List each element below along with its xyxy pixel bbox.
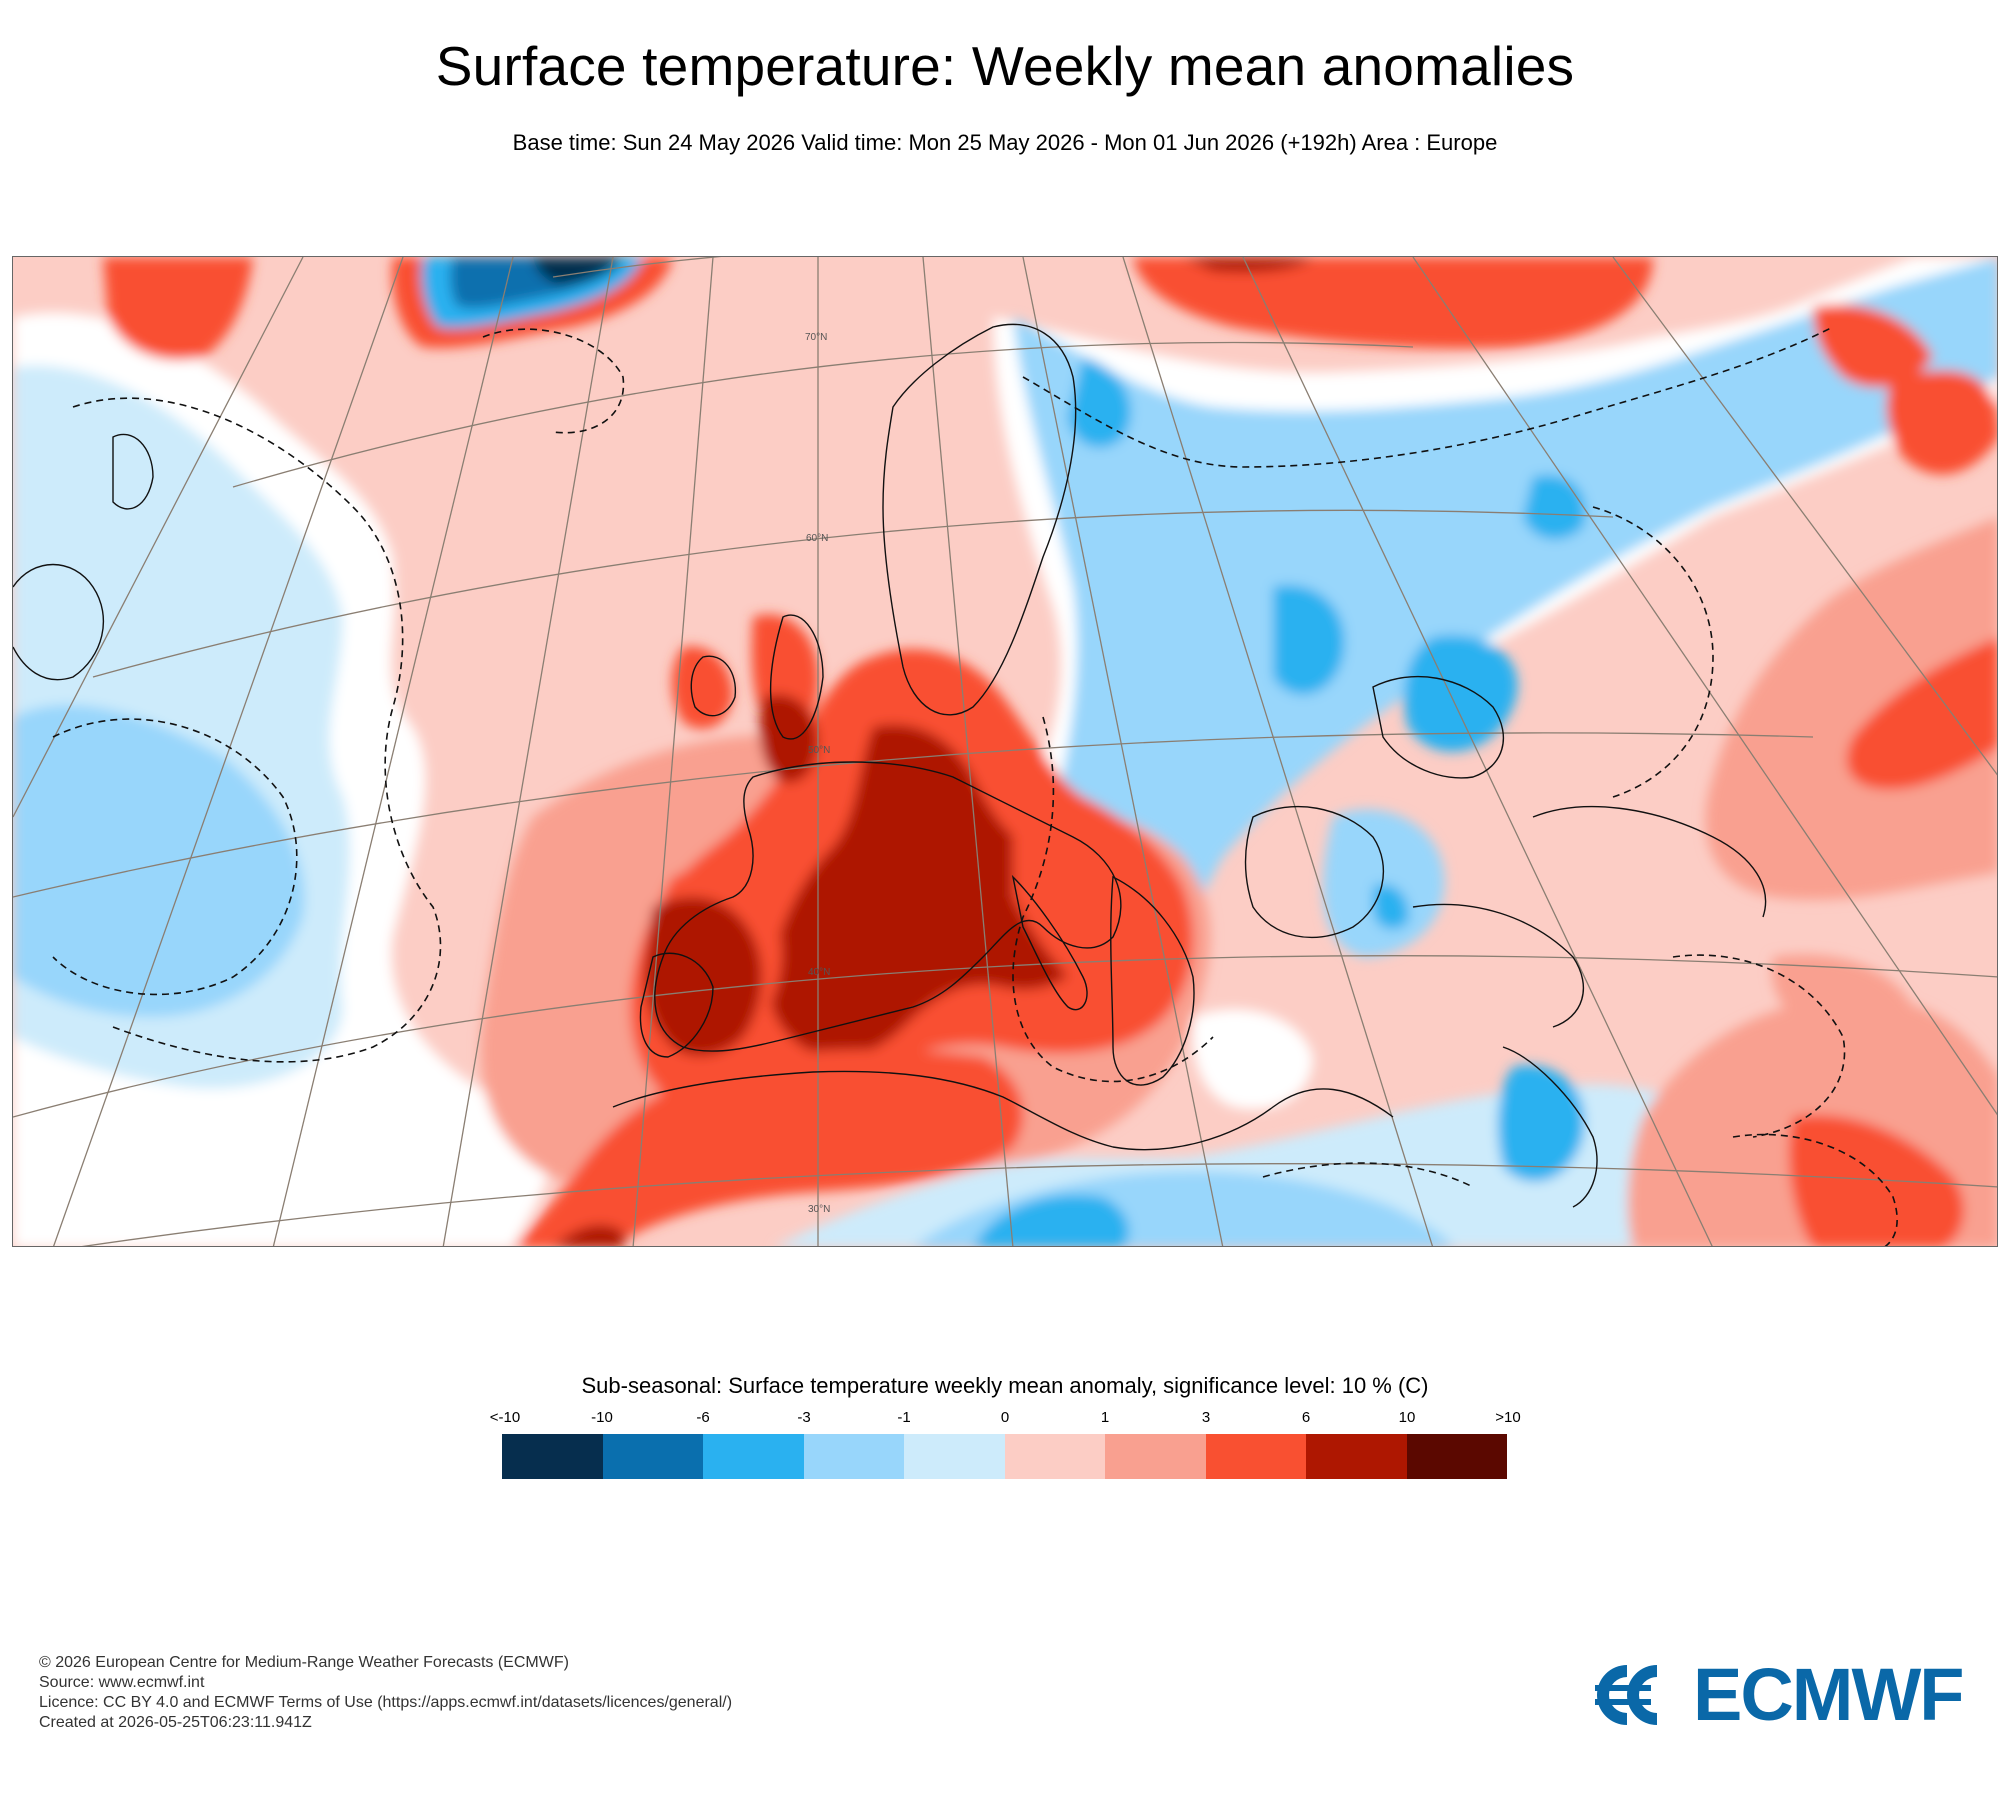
legend-tick: 10 — [1398, 1409, 1416, 1426]
significance-contours — [52, 326, 1898, 1246]
legend-swatch — [1004, 1434, 1105, 1479]
chart-title: Surface temperature: Weekly mean anomali… — [435, 35, 1575, 97]
legend-tick: -6 — [696, 1409, 710, 1426]
legend-swatch — [1105, 1434, 1206, 1479]
source-line: Source: www.ecmwf.int — [39, 1674, 205, 1691]
legend-swatch — [1406, 1434, 1507, 1479]
anomaly-map: 70°N 60°N 50°N 40°N 30°N — [12, 256, 1998, 1247]
legend-swatch — [703, 1434, 804, 1479]
lat-label-30n: 30°N — [808, 1204, 830, 1215]
legend-title: Sub-seasonal: Surface temperature weekly… — [581, 1373, 1429, 1398]
lat-label-60n: 60°N — [806, 533, 828, 544]
footer: © 2026 European Centre for Medium-Range … — [39, 1653, 732, 1733]
legend-tick: 0 — [1000, 1409, 1010, 1426]
licence-line: Licence: CC BY 4.0 and ECMWF Terms of Us… — [39, 1694, 733, 1711]
created-line: Created at 2026-05-25T06:23:11.941Z — [39, 1714, 312, 1731]
ecmwf-logo-text: ECMWF — [1693, 1653, 1964, 1736]
legend-tick: -3 — [797, 1409, 811, 1426]
coastlines — [13, 323, 1767, 1208]
lat-label-40n: 40°N — [808, 967, 830, 978]
legend-swatch — [1306, 1434, 1407, 1479]
anomaly-fields — [13, 257, 1997, 1246]
legend-swatch — [904, 1434, 1005, 1479]
chart-subtitle: Base time: Sun 24 May 2026 Valid time: M… — [512, 130, 1498, 155]
legend-swatch — [1205, 1434, 1306, 1479]
legend-swatch — [502, 1434, 603, 1479]
legend-ticks: <-10 -10 -6 -3 -1 0 1 3 6 10 >10 — [0, 1409, 2000, 1429]
lat-label-50n: 50°N — [808, 745, 830, 756]
legend-swatch — [602, 1434, 703, 1479]
legend-tick: >10 — [1495, 1409, 1521, 1426]
legend-tick: -1 — [897, 1409, 911, 1426]
legend-tick: 1 — [1100, 1409, 1110, 1426]
lat-label-70n: 70°N — [805, 332, 827, 343]
legend-tick: 6 — [1301, 1409, 1311, 1426]
graticule — [13, 257, 1997, 1246]
legend-colorbar — [502, 1434, 1507, 1479]
legend-tick: 3 — [1201, 1409, 1211, 1426]
map-canvas: 70°N 60°N 50°N 40°N 30°N — [13, 257, 1997, 1246]
legend-tick: <-10 — [489, 1409, 521, 1426]
ecmwf-logo-icon — [1595, 1665, 1657, 1725]
ecmwf-logo: ECMWF — [1595, 1653, 1975, 1736]
copyright-line: © 2026 European Centre for Medium-Range … — [39, 1654, 569, 1671]
legend-tick: -10 — [591, 1409, 613, 1426]
legend-swatch — [803, 1434, 904, 1479]
